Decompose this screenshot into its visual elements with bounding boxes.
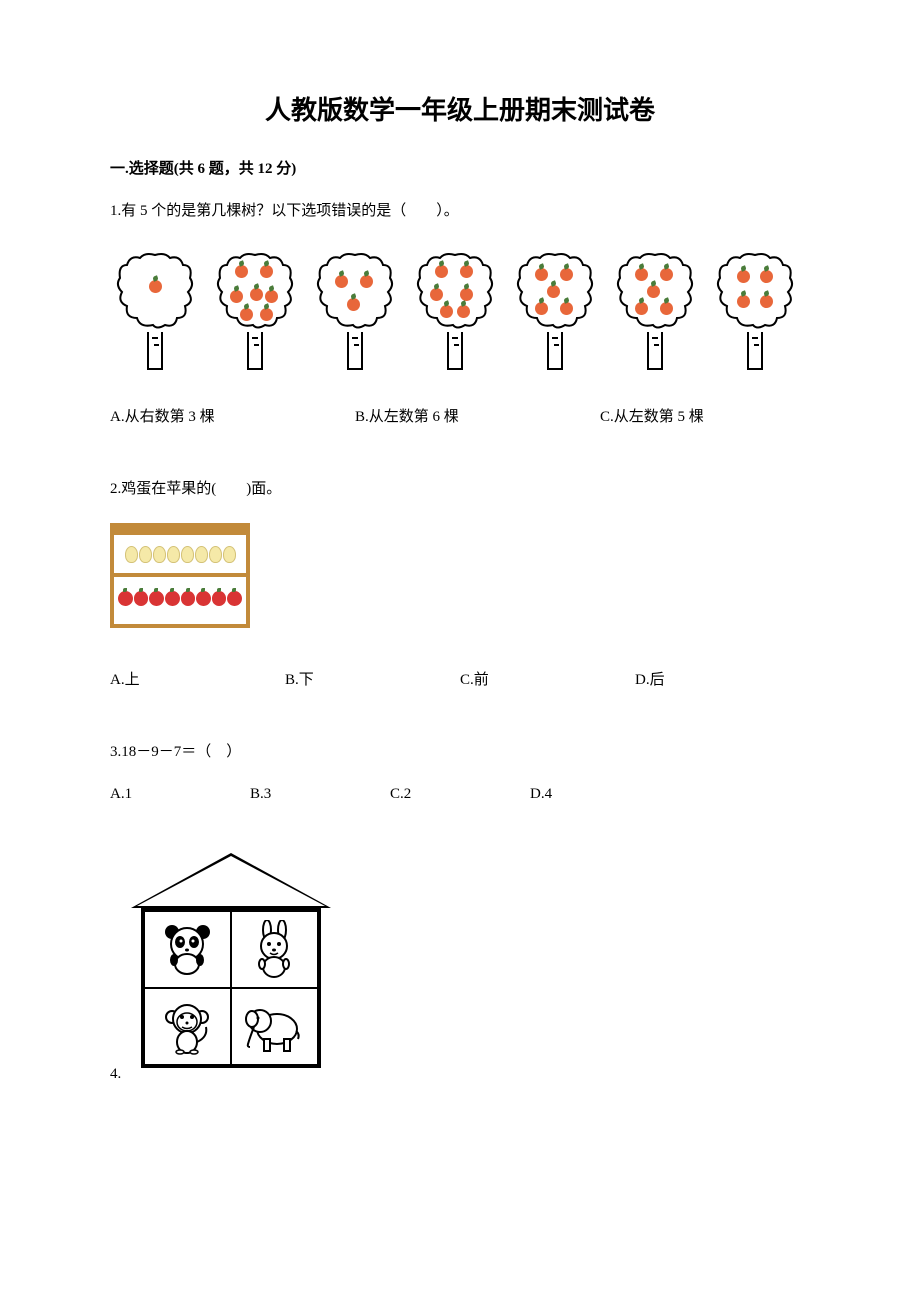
- tree-trunk: [147, 332, 163, 370]
- apple-icon: [260, 308, 273, 321]
- shelf-apples-row: [114, 577, 246, 619]
- question-2-text: 2.鸡蛋在苹果的( )面。: [110, 476, 810, 503]
- red-apple-icon: [149, 591, 164, 606]
- apple-icon: [560, 302, 573, 315]
- tree-2: [210, 250, 300, 370]
- trees-row: [110, 250, 810, 370]
- egg-icon: [139, 546, 152, 563]
- tree-3: [310, 250, 400, 370]
- apple-icon: [440, 305, 453, 318]
- house-grid: [141, 908, 321, 1068]
- apple-icon: [535, 302, 548, 315]
- tree-trunk: [647, 332, 663, 370]
- shelf-eggs-row: [114, 535, 246, 577]
- q1-option-b: B.从左数第 6 棵: [355, 405, 600, 426]
- page-title: 人教版数学一年级上册期末测试卷: [110, 90, 810, 127]
- egg-icon: [209, 546, 222, 563]
- apple-icon: [737, 270, 750, 283]
- q3-option-d: D.4: [530, 786, 670, 803]
- egg-icon: [167, 546, 180, 563]
- apple-icon: [250, 288, 263, 301]
- question-4-number: 4.: [110, 1066, 121, 1083]
- q1-option-c: C.从左数第 5 棵: [600, 405, 810, 426]
- apple-icon: [435, 265, 448, 278]
- q3-option-b: B.3: [250, 786, 390, 803]
- apple-icon: [149, 280, 162, 293]
- apple-icon: [260, 265, 273, 278]
- tree-trunk: [447, 332, 463, 370]
- apple-icon: [235, 265, 248, 278]
- house-cell-rabbit: [231, 911, 318, 988]
- egg-icon: [125, 546, 138, 563]
- red-apple-icon: [196, 591, 211, 606]
- red-apple-icon: [181, 591, 196, 606]
- apple-icon: [660, 302, 673, 315]
- house-image: [131, 853, 331, 1073]
- apple-icon: [760, 270, 773, 283]
- red-apple-icon: [134, 591, 149, 606]
- apple-icon: [430, 288, 443, 301]
- tree-6: [610, 250, 700, 370]
- apple-icon: [360, 275, 373, 288]
- house-cell-elephant: [231, 988, 318, 1065]
- red-apple-icon: [212, 591, 227, 606]
- egg-icon: [223, 546, 236, 563]
- q1-option-a: A.从右数第 3 棵: [110, 405, 355, 426]
- apple-icon: [647, 285, 660, 298]
- apple-icon: [760, 295, 773, 308]
- apple-icon: [240, 308, 253, 321]
- egg-icon: [195, 546, 208, 563]
- q2-option-b: B.下: [285, 668, 460, 689]
- question-1-text: 1.有 5 个的是第几棵树？以下选项错误的是（ ）。: [110, 198, 810, 225]
- apple-icon: [335, 275, 348, 288]
- apple-icon: [635, 268, 648, 281]
- tree-4: [410, 250, 500, 370]
- question-3-options: A.1 B.3 C.2 D.4: [110, 786, 810, 803]
- question-2-options: A.上 B.下 C.前 D.后: [110, 668, 810, 689]
- tree-trunk: [547, 332, 563, 370]
- red-apple-icon: [118, 591, 133, 606]
- apple-icon: [457, 305, 470, 318]
- tree-trunk: [747, 332, 763, 370]
- tree-trunk: [247, 332, 263, 370]
- apple-icon: [560, 268, 573, 281]
- apple-icon: [460, 265, 473, 278]
- tree-1: [110, 250, 200, 370]
- red-apple-icon: [227, 591, 242, 606]
- q2-option-c: C.前: [460, 668, 635, 689]
- q2-option-a: A.上: [110, 668, 285, 689]
- q2-option-d: D.后: [635, 668, 810, 689]
- apple-icon: [660, 268, 673, 281]
- apple-icon: [535, 268, 548, 281]
- apple-icon: [547, 285, 560, 298]
- apple-icon: [265, 290, 278, 303]
- house-cell-panda: [144, 911, 231, 988]
- house-cell-monkey: [144, 988, 231, 1065]
- question-4: 4.: [110, 833, 810, 1093]
- apple-icon: [460, 288, 473, 301]
- tree-7: [710, 250, 800, 370]
- apple-icon: [737, 295, 750, 308]
- apple-icon: [347, 298, 360, 311]
- question-3-text: 3.18－9－7＝（ ）: [110, 739, 810, 766]
- tree-trunk: [347, 332, 363, 370]
- q3-option-c: C.2: [390, 786, 530, 803]
- apple-icon: [635, 302, 648, 315]
- egg-icon: [153, 546, 166, 563]
- section-1-header: 一.选择题(共 6 题，共 12 分): [110, 157, 810, 178]
- shelf-image: [110, 523, 250, 633]
- q3-option-a: A.1: [110, 786, 250, 803]
- house-roof: [131, 853, 331, 908]
- tree-5: [510, 250, 600, 370]
- egg-icon: [181, 546, 194, 563]
- apple-icon: [230, 290, 243, 303]
- question-1-options: A.从右数第 3 棵 B.从左数第 6 棵 C.从左数第 5 棵: [110, 405, 810, 426]
- red-apple-icon: [165, 591, 180, 606]
